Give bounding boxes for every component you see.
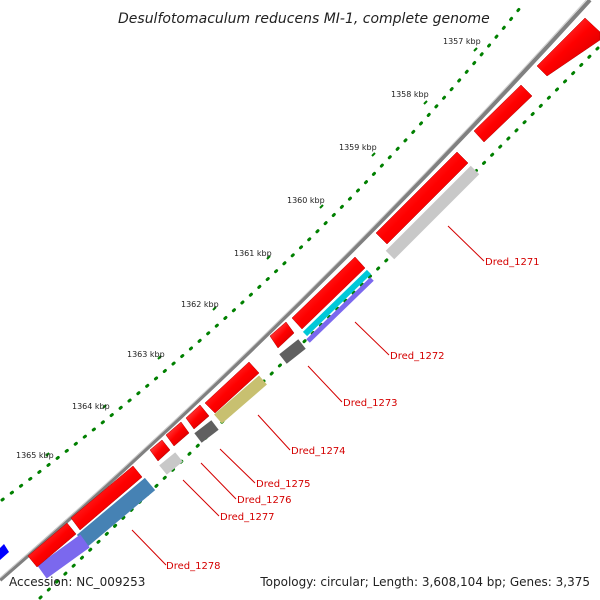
gene-label[interactable]: Dred_1276 [237,495,292,506]
tick-labels: 1357 kbp 1358 kbp 1359 kbp 1360 kbp 1361… [16,37,481,460]
cds-arrow[interactable] [473,84,533,143]
cds-arrow[interactable] [27,522,77,568]
cog-bar[interactable] [385,165,480,260]
tick-label: 1359 kbp [339,143,377,152]
cds-arrow[interactable] [70,465,143,531]
blue-feature[interactable] [0,544,9,560]
genome-summary: Topology: circular; Length: 3,608,104 bp… [259,575,590,589]
cog-bar[interactable] [279,339,306,364]
cds-arrow[interactable] [149,439,171,462]
cds-track [27,17,600,568]
cog-bar[interactable] [76,477,156,548]
tick-label: 1363 kbp [127,350,165,359]
gene-labels: Dred_1271 Dred_1272 Dred_1273 Dred_1274 … [166,257,540,572]
cds-arrow[interactable] [204,361,260,414]
cog-bar[interactable] [306,277,374,343]
cog-bar[interactable] [302,269,372,337]
gene-label[interactable]: Dred_1272 [390,351,445,362]
cds-arrow[interactable] [269,321,295,349]
tick-label: 1364 kbp [72,402,110,411]
label-leaders [131,225,485,566]
cds-arrow[interactable] [165,421,190,447]
gene-label[interactable]: Dred_1278 [166,561,221,572]
cds-arrow[interactable] [375,151,469,245]
tick-label: 1360 kbp [287,196,325,205]
genome-backbone [0,0,592,582]
cds-arrow[interactable] [291,256,366,330]
map-title: Desulfotomaculum reducens MI-1, complete… [118,11,490,27]
tick-label: 1357 kbp [443,37,481,46]
cog-bar[interactable] [159,452,183,475]
scale-dots-outer [0,6,522,502]
gene-label[interactable]: Dred_1275 [256,479,311,490]
cog-bar[interactable] [214,375,267,424]
tick-label: 1361 kbp [234,249,272,258]
cog-bar[interactable] [37,534,90,579]
tick-label: 1362 kbp [181,300,219,309]
gene-label[interactable]: Dred_1273 [343,398,398,409]
gene-label[interactable]: Dred_1271 [485,257,540,268]
tick-marks [45,47,478,457]
tick-label: 1358 kbp [391,90,429,99]
genome-backbone-highlight [0,0,587,579]
tick-label: 1365 kbp [16,451,54,460]
gene-label[interactable]: Dred_1274 [291,446,346,457]
cds-arrow[interactable] [536,17,600,77]
cds-arrow[interactable] [185,404,210,430]
cog-bar[interactable] [194,420,219,443]
cog-track [37,165,480,579]
gene-label[interactable]: Dred_1277 [220,512,275,523]
accession-label: Accession: NC_009253 [9,575,145,589]
